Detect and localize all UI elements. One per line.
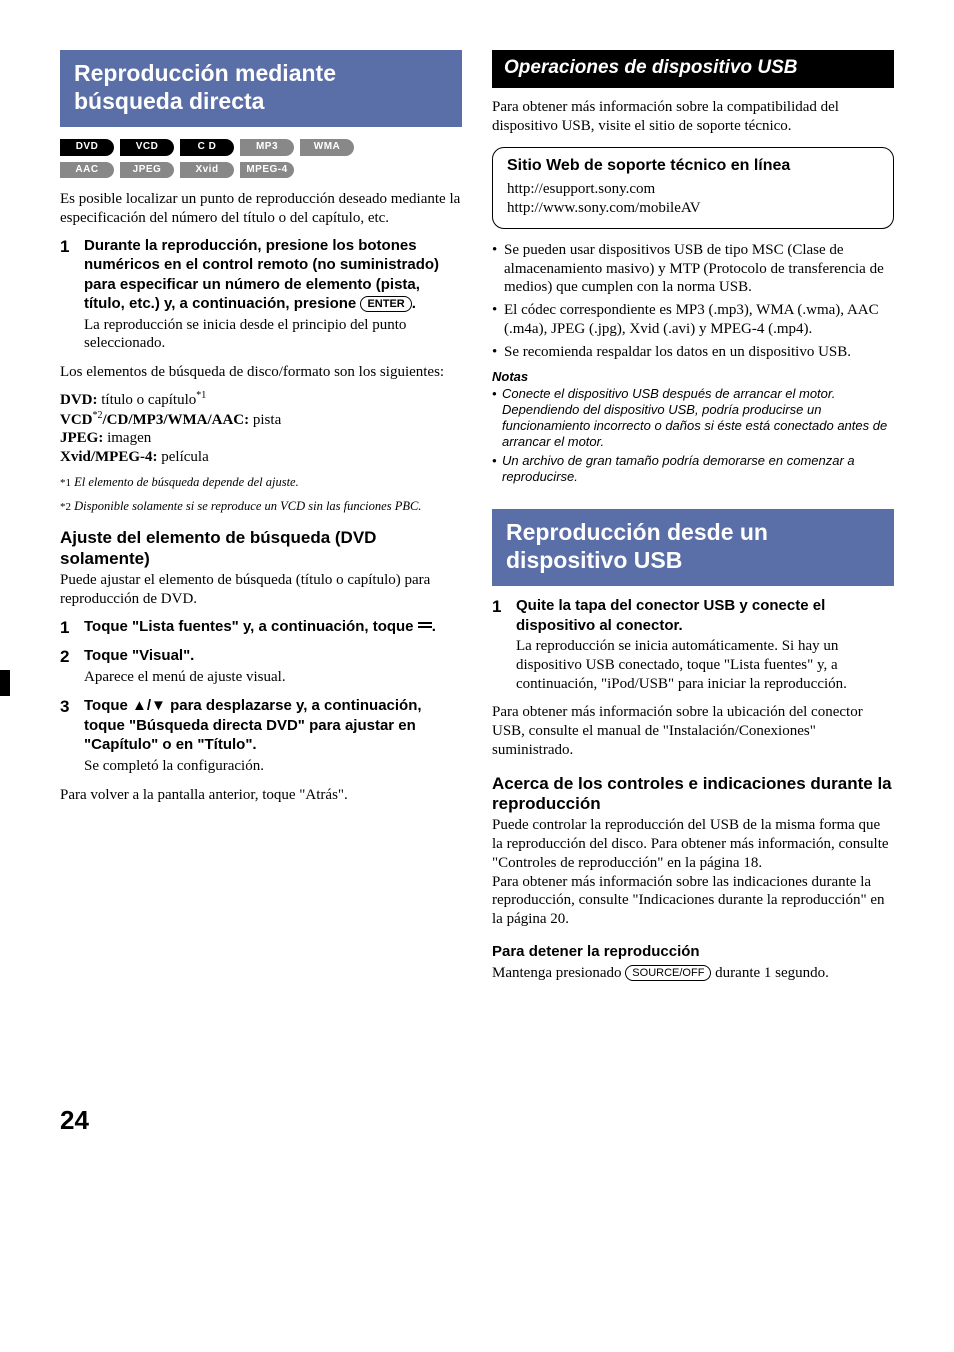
right-column: Operaciones de dispositivo USB Para obte… [492,50,894,1137]
badge-vcd: VCD [120,139,174,156]
footnote-1: *1 El elemento de búsqueda depende del a… [60,475,462,491]
step-number: 3 [60,696,69,717]
support-title: Sitio Web de soporte técnico en línea [507,156,879,176]
step-1: 1 Durante la reproducción, presione los … [60,236,462,354]
usb-play-steps: 1 Quite la tapa del conector USB y conec… [492,596,894,693]
badge-jpeg: JPEG [120,162,174,179]
format-badges-row1: DVD VCD C D MP3 WMA [60,139,462,156]
fn1-text: El elemento de búsqueda depende del ajus… [71,475,299,489]
usb-bullets: Se pueden usar dispositivos USB de tipo … [492,241,894,362]
badge-dvd: DVD [60,139,114,156]
step-number: 1 [60,236,69,257]
notas-heading: Notas [492,369,894,385]
ajuste-step-2-head: Toque "Visual". [84,646,462,666]
stop-body-a: Mantenga presionado [492,965,625,981]
enter-key-pill: ENTER [360,296,411,312]
fn2-num: *2 [60,501,71,513]
format-dvd-sup: *1 [196,390,206,401]
format-jpeg-label: JPEG: [60,430,103,446]
format-xvid-label: Xvid/MPEG-4: [60,449,158,465]
steps-list-ajuste: 1 Toque "Lista fuentes" y, a continuació… [60,617,462,776]
subsection-ajuste-body: Puede ajustar el elemento de búsqueda (t… [60,571,462,609]
format-dvd-value: título o capítulo [98,392,197,408]
section-header-usb-play: Reproducción desde un dispositivo USB [492,509,894,586]
stop-body: Mantenga presionado SOURCE/OFF durante 1… [492,964,894,983]
step-number: 1 [60,617,69,638]
back-text: Para volver a la pantalla anterior, toqu… [60,786,462,805]
usb-step-1-head: Quite la tapa del conector USB y conecte… [516,596,894,635]
ajuste-step-3-head: Toque ▲/▼ para desplazarse y, a continua… [84,696,462,755]
badge-aac: AAC [60,162,114,179]
nota-1: Conecte el dispositivo USB después de ar… [492,386,894,451]
support-url-2: http://www.sony.com/mobileAV [507,199,879,218]
notas-list: Conecte el dispositivo USB después de ar… [492,386,894,486]
s1-text: Toque "Lista fuentes" y, a continuación,… [84,618,418,635]
format-vcd-sup: *2 [93,410,103,421]
format-vcd-label: VCD [60,412,93,428]
s1-tail: . [432,618,436,635]
badge-mpeg4: MPEG-4 [240,162,294,179]
usb-ops-title: Operaciones de dispositivo USB [504,56,882,80]
page-number: 24 [60,1104,462,1137]
format-vcd-value: pista [249,412,281,428]
ajuste-step-3-body: Se completó la configuración. [84,757,462,776]
left-column: Reproducción mediante búsqueda directa D… [60,50,462,1137]
nota-1a: Conecte el dispositivo USB después de ar… [502,386,835,401]
usb-play-title: Reproducción desde un dispositivo USB [506,519,880,574]
format-xvid-value: película [158,449,209,465]
step-1-body: La reproducción se inicia desde el princ… [84,316,462,354]
ajuste-step-1-head: Toque "Lista fuentes" y, a continuación,… [84,617,462,637]
ajuste-step-2: 2 Toque "Visual". Aparece el menú de aju… [60,646,462,686]
formats-intro: Los elementos de búsqueda de disco/forma… [60,363,462,382]
badge-cd: C D [180,139,234,156]
badge-xvid: Xvid [180,162,234,179]
format-jpeg-value: imagen [103,430,151,446]
usb-bullet-1: Se pueden usar dispositivos USB de tipo … [492,241,894,297]
section-header-search: Reproducción mediante búsqueda directa [60,50,462,127]
usb-step-1: 1 Quite la tapa del conector USB y conec… [492,596,894,693]
usb-step-1-body: La reproducción se inicia automáticament… [516,637,894,693]
nota-2: Un archivo de gran tamaño podría demorar… [492,453,894,486]
intro-text: Es posible localizar un punto de reprodu… [60,190,462,228]
badge-wma: WMA [300,139,354,156]
nota-1b: Dependiendo del dispositivo USB, podría … [502,402,887,450]
ajuste-step-3: 3 Toque ▲/▼ para desplazarse y, a contin… [60,696,462,775]
step-number: 1 [492,596,501,617]
formats-list: DVD: título o capítulo*1 VCD*2/CD/MP3/WM… [60,390,462,467]
subsection-controls: Acerca de los controles e indicaciones d… [492,774,894,815]
section-header-usb-ops: Operaciones de dispositivo USB [492,50,894,88]
tab-marker [0,670,10,696]
usb-bullet-3: Se recomienda respaldar los datos en un … [492,343,894,362]
step-1-head: Durante la reproducción, presione los bo… [84,236,462,314]
usb-bullet-2: El códec correspondiente es MP3 (.mp3), … [492,301,894,339]
subsection-controls-body: Puede controlar la reproducción del USB … [492,816,894,929]
fn1-num: *1 [60,477,71,489]
ajuste-step-1: 1 Toque "Lista fuentes" y, a continuació… [60,617,462,637]
format-dvd-label: DVD: [60,392,98,408]
footnote-2: *2 Disponible solamente si se reproduce … [60,499,462,515]
stop-heading: Para detener la reproducción [492,943,894,962]
fn2-text: Disponible solamente si se reproduce un … [71,499,421,513]
steps-list-main: 1 Durante la reproducción, presione los … [60,236,462,354]
section-title: Reproducción mediante búsqueda directa [74,60,448,115]
step-1-text-b: . [412,295,416,312]
usb-connector-info: Para obtener más información sobre la ub… [492,703,894,759]
stop-body-b: durante 1 segundo. [711,965,828,981]
format-badges-row2: AAC JPEG Xvid MPEG-4 [60,162,462,179]
source-off-pill: SOURCE/OFF [625,965,711,981]
step-number: 2 [60,646,69,667]
support-url-1: http://esupport.sony.com [507,180,879,199]
support-box: Sitio Web de soporte técnico en línea ht… [492,147,894,229]
format-vcd-rest: /CD/MP3/WMA/AAC: [103,412,250,428]
ajuste-step-2-body: Aparece el menú de ajuste visual. [84,668,462,687]
badge-mp3: MP3 [240,139,294,156]
settings-icon [418,622,432,632]
subsection-ajuste: Ajuste del elemento de búsqueda (DVD sol… [60,528,462,569]
usb-intro: Para obtener más información sobre la co… [492,98,894,136]
